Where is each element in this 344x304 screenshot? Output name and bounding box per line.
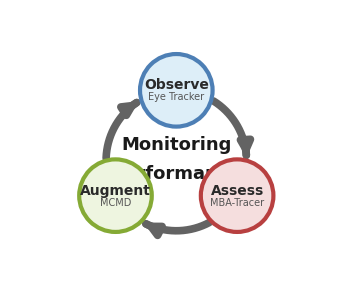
Circle shape — [201, 159, 273, 232]
Text: Assess: Assess — [211, 184, 264, 198]
Text: Eye Tracker: Eye Tracker — [148, 92, 204, 102]
Circle shape — [140, 54, 213, 126]
Text: MBA-Tracer: MBA-Tracer — [210, 198, 264, 208]
Circle shape — [79, 159, 152, 232]
Text: Observe: Observe — [144, 78, 209, 92]
Text: Performance: Performance — [111, 165, 241, 183]
Text: Monitoring: Monitoring — [121, 136, 232, 154]
Text: Augment: Augment — [80, 184, 151, 198]
Text: MCMD: MCMD — [100, 198, 131, 208]
